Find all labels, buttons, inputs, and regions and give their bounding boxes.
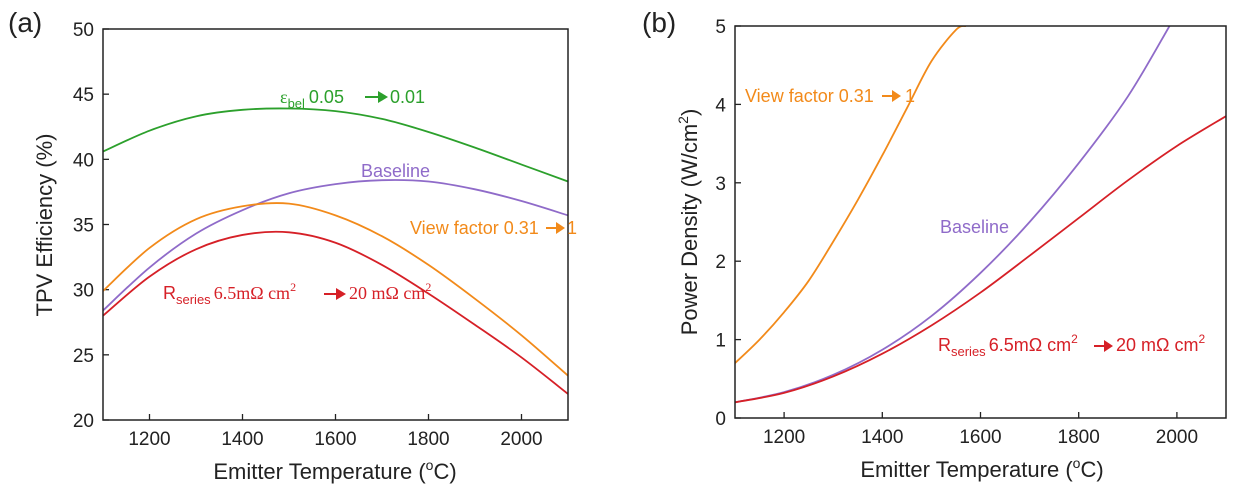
annotation-rseries-a-target: 20 mΩ cm2 (349, 280, 431, 303)
y-tick-label-a: 25 (73, 346, 94, 367)
y-axis-title-a: TPV Efficiency (%) (32, 134, 57, 317)
annotation-viewfactor-a-target: 1 (567, 218, 577, 238)
panel-b: (b) 1200 1400 1600 1800 2000 0 1 2 3 4 5 Emitter T… (642, 7, 1227, 482)
series-line-green-a (103, 107, 568, 183)
y-tick-label-a: 50 (73, 20, 94, 41)
y-tick-label-a: 30 (73, 281, 94, 302)
x-tick-label-b: 1200 (763, 427, 805, 448)
arrow-red-b (1094, 340, 1113, 352)
series-line-red-a (103, 230, 568, 395)
x-tick-label-a: 1400 (221, 429, 263, 450)
y-tick-label-b: 1 (715, 331, 726, 352)
x-tick-label-b: 2000 (1156, 427, 1198, 448)
x-tick-label-a: 1800 (407, 429, 449, 450)
series-line-orange-a (103, 202, 568, 377)
y-tick-label-a: 40 (73, 150, 94, 171)
y-tick-label-b: 4 (715, 95, 726, 116)
x-tick-label-b: 1600 (959, 427, 1001, 448)
arrow-green-a (365, 91, 388, 103)
annotation-rseries-b-target: 20 mΩ cm2 (1116, 332, 1205, 355)
y-tick-label-b: 5 (715, 17, 726, 38)
y-tick-label-a: 35 (73, 216, 94, 237)
panel-label-b: (b) (642, 7, 676, 38)
y-tick-label-b: 0 (715, 409, 726, 430)
annotation-baseline-b: Baseline (940, 217, 1009, 237)
plot-frame-a (102, 28, 569, 421)
x-axis-title-b: Emitter Temperature (oC) (860, 455, 1103, 482)
annotation-rseries-a: Rseries 6.5mΩ cm2 (163, 280, 296, 307)
arrow-orange-b (882, 90, 901, 102)
y-tick-label-a: 45 (73, 85, 94, 106)
x-tick-label-b: 1400 (861, 427, 903, 448)
y-axis-title-b: Power Density (W/cm2) (675, 109, 702, 336)
arrow-red-a (324, 288, 346, 300)
y-tick-label-b: 3 (715, 174, 726, 195)
x-tick-label-a: 1200 (128, 429, 170, 450)
x-axis-title-a: Emitter Temperature (oC) (213, 457, 456, 484)
x-tick-label-a: 2000 (500, 429, 542, 450)
series-line-purple-b (735, 26, 1171, 404)
x-tick-label-b: 1800 (1058, 427, 1100, 448)
panel-label-a: (a) (8, 7, 42, 38)
annotation-viewfactor-b: View factor 0.31 (745, 86, 874, 106)
x-tick-label-a: 1600 (314, 429, 356, 450)
annotation-viewfactor-b-target: 1 (905, 86, 915, 106)
panel-a: (a) 1200 1400 1600 1800 2000 20 25 30 35 40 45 50 E… (8, 7, 577, 484)
annotation-rseries-b: Rseries 6.5mΩ cm2 (938, 332, 1078, 359)
annotation-viewfactor-a: View factor 0.31 (410, 218, 539, 238)
annotation-green-a: εbel 0.05 (280, 87, 344, 111)
y-tick-label-a: 20 (73, 411, 94, 432)
series-line-purple-a (103, 179, 568, 312)
plot-frame-b (734, 25, 1227, 419)
arrow-orange-a (546, 222, 565, 234)
annotation-baseline-a: Baseline (361, 161, 430, 181)
y-tick-label-b: 2 (715, 252, 726, 273)
annotation-green-a-target: 0.01 (390, 87, 425, 107)
series-line-orange-b (735, 26, 967, 364)
series-line-red-b (735, 115, 1226, 404)
